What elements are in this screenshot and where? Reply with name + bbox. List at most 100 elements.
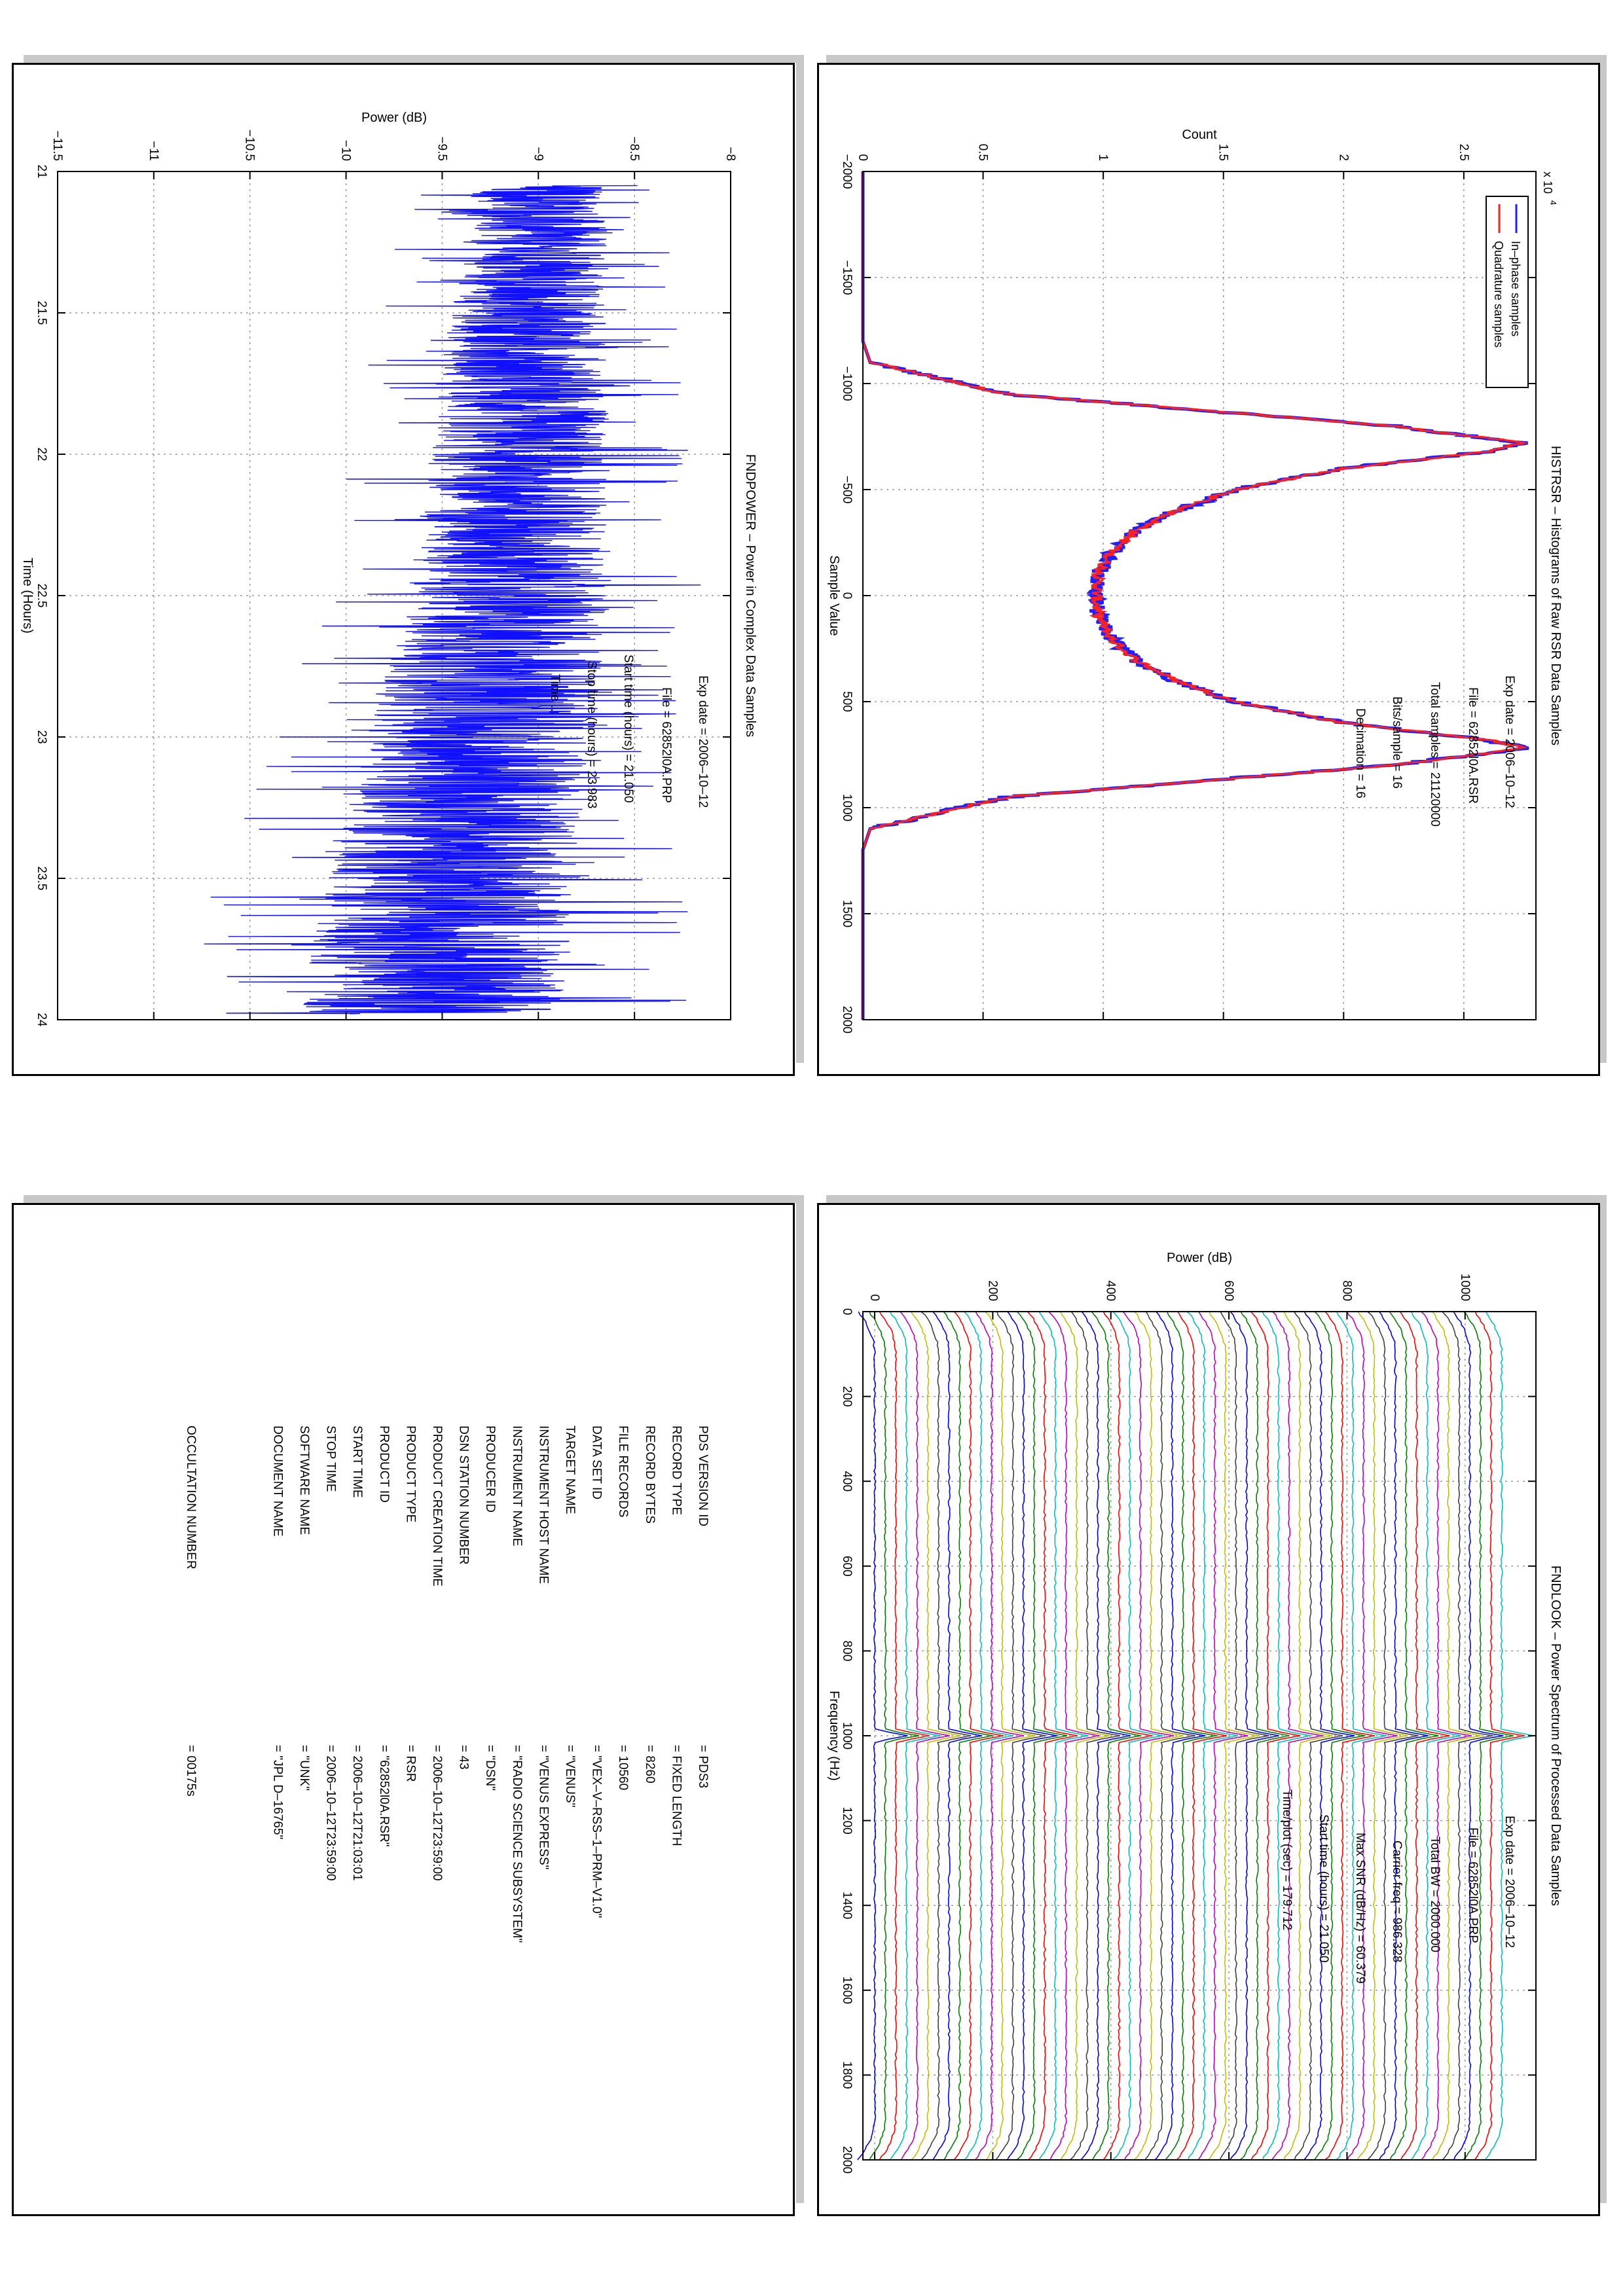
fndlook-trace xyxy=(857,1311,908,2161)
label-row-value: = "DSN" xyxy=(483,1745,497,1791)
histrsr-y-tick-label: 1 xyxy=(1096,154,1110,161)
histrsr-y-tick-label: 0.5 xyxy=(976,144,990,161)
fndpower-y-tick-label: −11 xyxy=(147,141,160,161)
histrsr-x-tick-label: −1000 xyxy=(840,366,854,401)
fndpower-y-tick-label: −8 xyxy=(723,147,737,161)
panel-shadow-fndlook xyxy=(826,1195,1599,1203)
fndlook-trace xyxy=(1080,1311,1131,2161)
fndlook-y-tick-label: 1000 xyxy=(1458,1274,1472,1301)
fndpower-annotation: File = 62852l0A.PRP xyxy=(659,687,673,803)
histrsr-annotation: Exp date = 2006–10–12 xyxy=(1503,675,1516,808)
fndpower-x-tick-label: 21 xyxy=(35,164,48,178)
panel-shadow-fndpower xyxy=(24,55,796,63)
fndlook-x-tick-label: 1200 xyxy=(840,1806,854,1834)
label-row-key: PRODUCT ID xyxy=(377,1426,391,1503)
histrsr-x-tick-label: 0 xyxy=(840,592,854,600)
label-row-key: PRODUCT TYPE xyxy=(403,1426,417,1522)
label-row-key: TARGET NAME xyxy=(563,1426,577,1514)
label-row-key: SOFTWARE NAME xyxy=(297,1426,311,1535)
fndlook-title: FNDLOOK – Power Spectrum of Processed Da… xyxy=(1548,1566,1563,1906)
panel-shadow-fndpower-side xyxy=(796,55,804,1063)
panel-shadow-histrsr-side xyxy=(1599,55,1607,1063)
fndlook-trace xyxy=(1069,1311,1121,2161)
fndlook-trace xyxy=(1324,1311,1375,2161)
fndpower-series xyxy=(204,185,701,1014)
fndlook-trace xyxy=(1474,1311,1525,2161)
fndlook-trace xyxy=(1027,1311,1078,2161)
label-row-key: INSTRUMENT HOST NAME xyxy=(536,1426,550,1584)
fndpower-title: FNDPOWER – Power in Complex Data Samples xyxy=(743,454,757,737)
label-row-key: PDS VERSION ID xyxy=(696,1426,710,1526)
fndlook-trace xyxy=(1411,1311,1461,2161)
fndlook-xlabel: Frequency (Hz) xyxy=(827,1691,841,1781)
fndlook-trace xyxy=(1271,1311,1323,2161)
histrsr-grid xyxy=(863,171,1536,1020)
histrsr-axes-box xyxy=(862,171,1537,1020)
fndlook-annotation: Time/plot (sec) = 179.712 xyxy=(1280,1789,1294,1930)
occultation-value: = 00175s xyxy=(184,1745,198,1797)
label-row-value: = "JPL D–16765" xyxy=(270,1745,284,1839)
fndlook-annotation: Max SNR (dB/Hz) = 60.379 xyxy=(1353,1833,1367,1984)
fndlook-ticks: 0 200 400 600 800 1000 1200 1400 1600 1800 2000 0 20… xyxy=(840,1274,1536,2174)
histrsr-annotation: File = 62852l0A.RSR xyxy=(1466,687,1480,804)
fndlook-axes-box xyxy=(862,1311,1537,2161)
fndpower-y-tick-label: −11.5 xyxy=(50,130,64,161)
fndpower-y-tick-label: −9 xyxy=(531,147,545,161)
histrsr-annotations: Exp date = 2006–10–12 File = 62852l0A.RS… xyxy=(1353,675,1516,827)
fndlook-trace xyxy=(1399,1311,1450,2161)
fndlook-trace xyxy=(869,1311,919,2161)
fndlook-trace xyxy=(1144,1311,1195,2161)
fndlook-trace xyxy=(932,1311,982,2161)
histrsr-chart: −2000 −1500 −1000 −500 0 500 1000 1500 2000 0 0.5 1… xyxy=(827,128,1563,1033)
fndlook-trace xyxy=(1346,1311,1398,2161)
fndlook-annotation: Carrier freq = 986.328 xyxy=(1390,1840,1404,1962)
fndlook-x-tick-label: 800 xyxy=(840,1641,854,1662)
label-row-key: FILE RECORDS xyxy=(616,1426,630,1517)
fndlook-trace xyxy=(1250,1311,1301,2161)
panel-histrsr xyxy=(817,63,1600,1076)
fndpower-x-tick-label: 22.5 xyxy=(35,584,48,608)
label-row-key: STOP TIME xyxy=(324,1426,338,1492)
fndlook-x-tick-label: 1400 xyxy=(840,1892,854,1919)
fndpower-y-tick-label: −10.5 xyxy=(243,130,257,161)
histrsr-x-tick-label: 1500 xyxy=(840,900,854,927)
fndlook-trace xyxy=(1091,1311,1141,2161)
fndlook-trace xyxy=(1176,1311,1228,2161)
panel-labels xyxy=(12,1203,795,2216)
fndlook-trace xyxy=(1262,1311,1311,2161)
label-row-value: = 2006–10–12T23:59:00 xyxy=(430,1745,444,1881)
label-row-value: = 10560 xyxy=(616,1745,630,1790)
histrsr-title: HISTRSR – Histograms of Raw RSR Data Sam… xyxy=(1548,446,1563,745)
label-row-value: = "VENUS" xyxy=(563,1745,577,1807)
label-row-value: = 2006–10–12T21:03:01 xyxy=(350,1745,364,1881)
histrsr-legend-label-quadrature: Quadrature samples xyxy=(1492,241,1505,348)
fndpower-annotation: Start time (hours) = 21.050 xyxy=(621,655,635,803)
fndpower-x-tick-label: 24 xyxy=(35,1013,48,1027)
fndlook-trace xyxy=(1208,1311,1259,2161)
fndlook-trace xyxy=(943,1311,993,2161)
fndpower-x-tick-label: 23 xyxy=(35,730,48,744)
fndpower-grid xyxy=(58,171,731,1020)
pds-label-table: PDS VERSION ID = PDS3 RECORD TYPE = FIXED L… xyxy=(270,1426,710,1943)
fndlook-annotation: Total BW = 2000.000 xyxy=(1428,1837,1442,1952)
histrsr-y-exponent-base: x 10 xyxy=(1541,171,1554,194)
fndlook-trace xyxy=(1431,1311,1482,2161)
histrsr-x-tick-label: 2000 xyxy=(840,1006,854,1033)
fndpower-y-tick-label: −8.5 xyxy=(627,136,641,161)
label-row-key: PRODUCER ID xyxy=(483,1426,497,1513)
fndlook-trace xyxy=(1283,1311,1333,2161)
fndlook-x-tick-label: 1600 xyxy=(840,1977,854,2004)
label-row-value: = PDS3 xyxy=(696,1745,710,1788)
label-row-value: = "VEX–V–RSS–1–PRM–V1.0" xyxy=(590,1745,604,1918)
fndlook-trace xyxy=(910,1311,961,2161)
label-row-value: = "62852l0A.RSR" xyxy=(377,1745,391,1847)
fndlook-trace xyxy=(1313,1311,1365,2161)
fndlook-trace xyxy=(953,1311,1004,2161)
fndlook-y-tick-label: 600 xyxy=(1222,1280,1235,1301)
fndpower-xlabel: Time (Hours) xyxy=(20,558,35,634)
fndlook-trace xyxy=(1122,1311,1175,2161)
label-row-key: PRODUCT CREATION TIME xyxy=(430,1426,444,1587)
fndpower-chart: 21 21.5 22 22.5 23 23.5 24 −11.5 −11 −10.5 −10 −9.5… xyxy=(20,111,757,1027)
fndlook-trace xyxy=(1134,1311,1184,2161)
